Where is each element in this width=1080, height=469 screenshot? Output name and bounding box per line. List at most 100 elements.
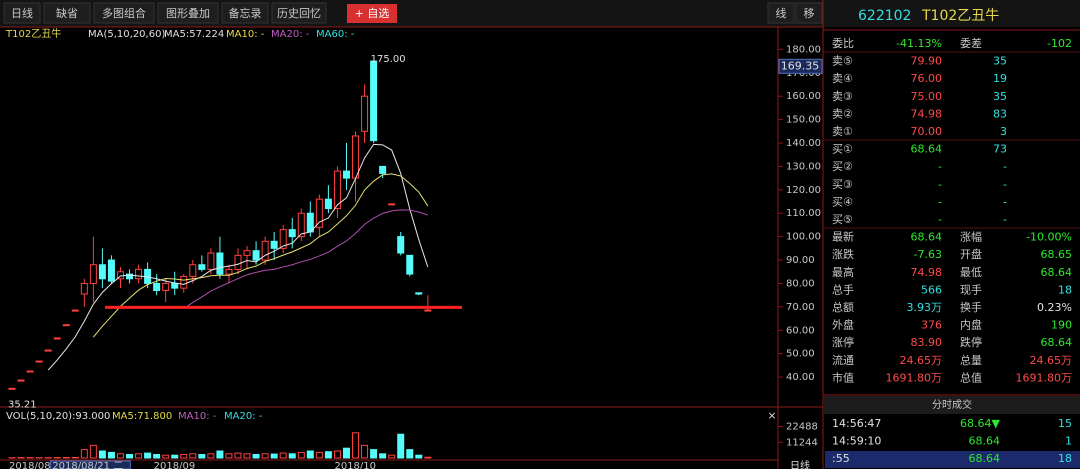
book-label: 买③ bbox=[832, 178, 853, 191]
candle-body bbox=[315, 198, 323, 228]
candle-body bbox=[98, 264, 106, 280]
field-value: 566 bbox=[921, 283, 942, 296]
toolbar-button-label[interactable]: 线 bbox=[776, 6, 787, 20]
candle-body bbox=[44, 349, 52, 352]
toolbar-button[interactable] bbox=[93, 2, 155, 24]
field-value: 68.65 bbox=[1041, 248, 1073, 261]
vol-tick-label: 11244 bbox=[786, 437, 818, 448]
field-label: 总量 bbox=[960, 353, 982, 367]
ma-line bbox=[92, 173, 429, 338]
field-value: 83.90 bbox=[911, 336, 943, 349]
add-watch-button[interactable] bbox=[347, 4, 397, 23]
book-label: 卖② bbox=[832, 107, 853, 120]
candle-body bbox=[53, 337, 61, 340]
candle-body bbox=[324, 198, 332, 210]
volume-bar bbox=[388, 454, 396, 459]
y-tick-label: 160.00 bbox=[786, 91, 821, 102]
volume-bar bbox=[80, 449, 88, 459]
volume-bar bbox=[189, 453, 197, 459]
field-label: 涨幅 bbox=[960, 231, 982, 244]
candle-body bbox=[207, 252, 215, 270]
add-watch-label[interactable]: + 自选 bbox=[355, 7, 390, 20]
x-tick-label: 2018/08 bbox=[9, 461, 51, 469]
volume-bar bbox=[315, 451, 323, 459]
volume-bar bbox=[306, 450, 314, 459]
toolbar-button[interactable] bbox=[767, 2, 795, 24]
field-label: 总手 bbox=[832, 282, 854, 296]
vol-value: :93.000 bbox=[72, 411, 110, 422]
vol-ma20: MA20: - bbox=[224, 411, 263, 422]
y-tick-label: 120.00 bbox=[786, 185, 821, 196]
book-label: 卖③ bbox=[832, 90, 853, 103]
field-value: -41.13% bbox=[896, 37, 942, 50]
volume-bar bbox=[397, 433, 405, 459]
volume-bar bbox=[116, 453, 124, 459]
volume-bar bbox=[98, 450, 106, 459]
ma10-label: MA10: - bbox=[226, 29, 265, 40]
book-label: 买① bbox=[832, 143, 853, 156]
book-volume: - bbox=[1003, 213, 1007, 226]
vol-ma10: MA10: - bbox=[178, 411, 217, 422]
volume-bar bbox=[71, 456, 79, 459]
field-value: -10.00% bbox=[1026, 231, 1072, 244]
close-icon[interactable]: × bbox=[767, 409, 776, 422]
toolbar-button[interactable] bbox=[3, 2, 41, 24]
toolbar-button[interactable] bbox=[43, 2, 91, 24]
field-value: 3.93万 bbox=[907, 301, 943, 314]
book-label: 买④ bbox=[832, 195, 853, 208]
toolbar-button[interactable] bbox=[221, 2, 269, 24]
trades-title: 分时成交 bbox=[932, 398, 972, 411]
ma60-label: MA60: - bbox=[316, 29, 355, 40]
toolbar-button-label[interactable]: 移 bbox=[804, 7, 815, 20]
candle-body bbox=[270, 240, 278, 249]
x-tick-label: 2018/09 bbox=[154, 461, 196, 469]
candle-body bbox=[252, 250, 260, 261]
volume-bar bbox=[180, 454, 188, 459]
field-value: 18 bbox=[1058, 283, 1072, 296]
field-value: 24.65万 bbox=[900, 354, 943, 367]
candle-body bbox=[406, 254, 414, 275]
toolbar-button-label[interactable]: 日线 bbox=[11, 6, 33, 20]
toolbar-button-label[interactable]: 历史回忆 bbox=[277, 7, 321, 20]
y-tick-label: 150.00 bbox=[786, 115, 821, 126]
toolbar-button[interactable] bbox=[271, 2, 327, 24]
toolbar-button-label[interactable]: 图形叠加 bbox=[166, 7, 210, 20]
candle-body bbox=[17, 379, 25, 382]
stock-name: T102乙丑牛 bbox=[921, 8, 999, 24]
field-label: 总值 bbox=[960, 370, 982, 384]
toolbar-button[interactable] bbox=[157, 2, 219, 24]
book-volume: 3 bbox=[1000, 125, 1007, 138]
x-tick-label: 2018/10 bbox=[334, 461, 376, 469]
ma-line bbox=[183, 209, 428, 310]
y-tick-label: 110.00 bbox=[786, 208, 821, 219]
book-price: 68.64 bbox=[911, 143, 943, 156]
candle-body bbox=[216, 252, 224, 275]
volume-bar bbox=[107, 451, 115, 459]
book-label: 买⑤ bbox=[832, 213, 853, 226]
toolbar-button-label[interactable]: 多图组合 bbox=[102, 6, 146, 20]
candle-body bbox=[89, 264, 97, 284]
ma20-label: MA20: - bbox=[271, 29, 310, 40]
trade-volume: 18 bbox=[1058, 452, 1072, 465]
candle-body bbox=[107, 259, 115, 282]
toolbar-button-label[interactable]: 备忘录 bbox=[229, 6, 262, 20]
book-label: 卖④ bbox=[832, 72, 853, 85]
toolbar-button[interactable] bbox=[795, 2, 823, 24]
trade-volume: 1 bbox=[1065, 435, 1072, 448]
book-price: - bbox=[938, 160, 942, 173]
book-price: - bbox=[938, 213, 942, 226]
field-label: 换手 bbox=[960, 300, 982, 314]
y-tick-label: 90.00 bbox=[786, 255, 815, 266]
vol-label: VOL(5,10,20) bbox=[6, 411, 72, 422]
candle-body bbox=[234, 254, 242, 270]
field-label: 现手 bbox=[960, 282, 982, 296]
volume-bar bbox=[279, 452, 287, 459]
field-value: 68.64 bbox=[1041, 336, 1073, 349]
candle-body bbox=[8, 387, 16, 390]
volume-bar bbox=[126, 454, 134, 459]
volume-bar bbox=[352, 432, 360, 459]
volume-bar bbox=[361, 444, 369, 459]
field-value: 74.98 bbox=[911, 266, 943, 279]
toolbar-button-label[interactable]: 缺省 bbox=[56, 6, 78, 20]
